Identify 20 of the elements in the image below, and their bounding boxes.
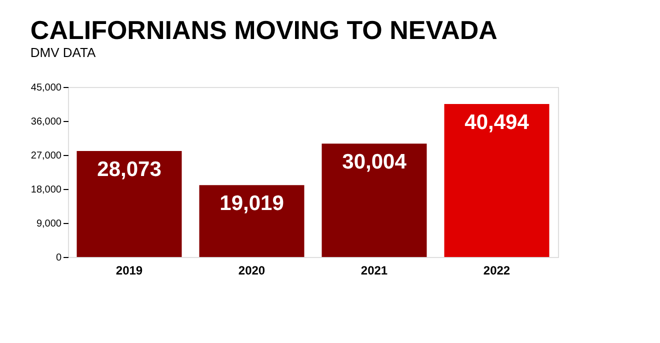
x-tick-label: 2020 — [238, 264, 266, 278]
y-tick-label: 36,000 — [30, 116, 62, 128]
chart-title: CALIFORNIANS MOVING TO NEVADA — [30, 15, 498, 45]
data-label: 28,073 — [97, 158, 162, 181]
data-label: 19,019 — [220, 192, 284, 216]
bar — [444, 104, 550, 257]
y-tick-label: 45,000 — [30, 82, 62, 94]
x-tick-label: 2022 — [483, 264, 510, 278]
y-tick-label: 27,000 — [30, 150, 62, 162]
x-tick-label: 2019 — [116, 264, 143, 278]
data-label: 40,494 — [464, 111, 530, 134]
y-tick-label: 18,000 — [30, 184, 62, 196]
y-tick-label: 0 — [56, 252, 62, 264]
bar — [322, 144, 427, 257]
x-tick-label: 2021 — [360, 264, 388, 278]
y-tick-label: 9,000 — [36, 218, 62, 230]
data-label: 30,004 — [342, 150, 407, 174]
chart-subtitle: DMV DATA — [30, 45, 96, 60]
bar — [76, 150, 182, 257]
bar — [199, 185, 304, 257]
